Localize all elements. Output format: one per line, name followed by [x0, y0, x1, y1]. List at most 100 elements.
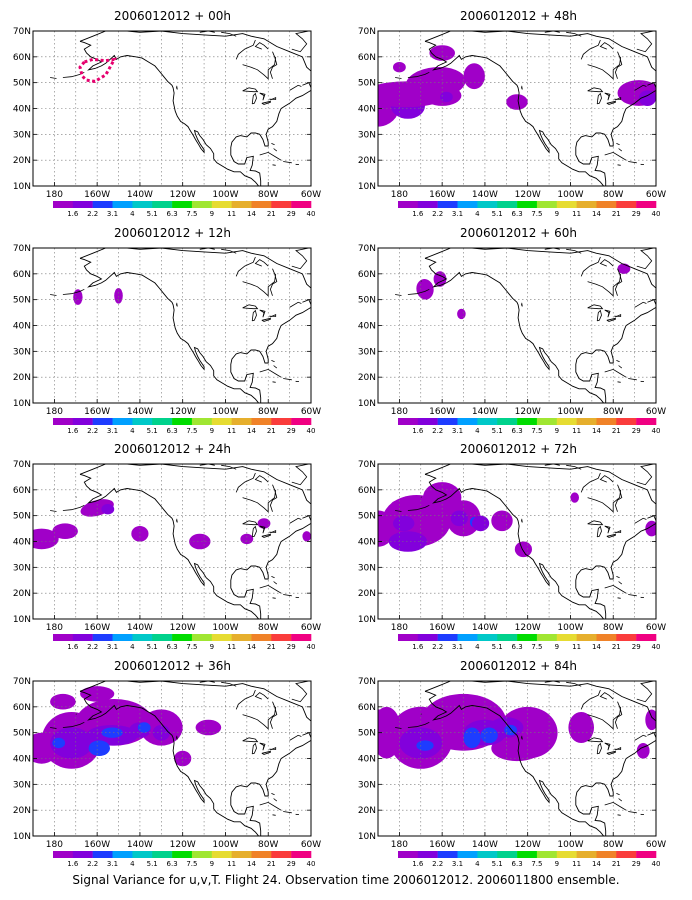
variance-contour	[463, 727, 481, 749]
lat-tick-label: 60N	[13, 486, 31, 496]
lat-tick-label: 50N	[358, 296, 376, 306]
colorbar-label: 6.3	[167, 210, 178, 218]
lake-outline	[520, 735, 523, 740]
lat-tick-label: 30N	[13, 563, 31, 573]
colorbar-label: 1.6	[67, 643, 79, 651]
colorbar-swatch	[291, 634, 312, 641]
coastline	[271, 793, 275, 796]
lat-tick-label: 30N	[13, 130, 31, 140]
colorbar-swatch	[172, 201, 193, 208]
colorbar-swatch	[271, 418, 292, 425]
coastline	[254, 42, 269, 50]
lake-outline	[259, 742, 266, 751]
colorbar-label: 3.1	[107, 210, 118, 218]
coastline	[580, 689, 601, 710]
lake-outline	[261, 100, 271, 105]
colorbar-label: 21	[612, 860, 621, 868]
map-plot: 70N 60N 50N 40N 30N 20N 10N 180 160W 140W 120W 100W…	[13, 460, 321, 651]
lon-tick-label: 120W	[515, 840, 541, 850]
lat-tick-label: 70N	[13, 460, 31, 470]
lon-tick-label: 120W	[170, 623, 196, 633]
colorbar-label: 7.5	[186, 210, 197, 218]
coastline	[566, 681, 582, 687]
coastline	[599, 42, 614, 50]
colorbar-swatch	[251, 201, 272, 208]
colorbar-swatch	[211, 418, 232, 425]
lat-tick-label: 10N	[358, 832, 376, 842]
colorbar-label: 3.1	[452, 643, 463, 651]
colorbar-label: 4	[475, 643, 480, 651]
lat-tick-label: 30N	[358, 563, 376, 573]
lake-outline	[251, 525, 257, 538]
coastline	[617, 164, 621, 166]
colorbar-label: 14	[592, 860, 601, 868]
coastline	[617, 381, 621, 383]
colorbar-swatch	[53, 201, 74, 208]
lat-tick-label: 10N	[13, 615, 31, 625]
lake-outline	[604, 92, 611, 101]
colorbar-swatch	[191, 851, 212, 858]
coastline	[636, 681, 654, 703]
lake-outline	[604, 309, 611, 318]
panel-24h: 2006012012 + 24h 70N 60N 50N 40N 30N 20N 10N 18…	[0, 441, 345, 655]
coastline	[79, 464, 311, 619]
colorbar-swatch	[72, 634, 93, 641]
coastline	[199, 248, 215, 250]
lon-tick-label: 140W	[127, 840, 153, 850]
colorbar-label: 6.3	[512, 427, 523, 435]
coastline	[291, 31, 309, 53]
lake-outline	[596, 92, 602, 105]
colorbar-label: 2.2	[87, 427, 98, 435]
colorbar-swatch	[211, 851, 232, 858]
plot-area	[33, 464, 311, 619]
lat-tick-label: 20N	[13, 589, 31, 599]
colorbar-swatch	[271, 634, 292, 641]
colorbar-label: 4	[475, 427, 480, 435]
colorbar-label: 1.6	[67, 210, 79, 218]
coastline	[634, 301, 647, 308]
lon-tick-label: 100W	[212, 840, 238, 850]
coastline	[317, 80, 323, 88]
coastline	[79, 257, 274, 403]
coastline	[79, 248, 311, 403]
colorbar-swatch	[211, 634, 232, 641]
colorbar-label: 1.6	[412, 860, 424, 868]
coastline	[636, 248, 654, 270]
colorbar-label: 21	[267, 210, 276, 218]
coastline	[395, 77, 402, 79]
coastline	[566, 31, 582, 37]
coastline	[587, 489, 622, 513]
variance-contour	[416, 740, 434, 751]
panel-title: 2006012012 + 72h	[460, 442, 577, 456]
panel-00h: 2006012012 + 00h 70N 60N 50N 40N 30N 20N 10N 18…	[0, 8, 345, 222]
lon-tick-label: 120W	[515, 407, 541, 417]
colorbar-swatch	[437, 851, 458, 858]
map: 70N 60N 50N 40N 30N 20N 10N 180 160W 140W 120W 100W…	[358, 677, 666, 868]
lake-outline	[604, 742, 611, 751]
colorbar-swatch	[92, 201, 113, 208]
lake-outline	[269, 746, 277, 751]
coastline	[283, 161, 292, 164]
colorbar-label: 14	[247, 860, 256, 868]
panel-title: 2006012012 + 36h	[114, 659, 231, 673]
colorbar-swatch	[616, 634, 637, 641]
lake-outline	[606, 317, 616, 322]
coastline	[235, 472, 256, 493]
colorbar-label: 2.2	[432, 860, 443, 868]
lake-outline	[175, 735, 178, 740]
lake-outline	[606, 750, 616, 755]
colorbar-swatch	[211, 201, 232, 208]
coastline	[634, 84, 647, 91]
variance-contour	[457, 308, 466, 320]
lon-tick-label: 60W	[646, 407, 666, 417]
coastline	[199, 681, 215, 683]
colorbar-swatch	[92, 851, 113, 858]
lon-tick-label: 160W	[429, 840, 455, 850]
colorbar-label: 9	[210, 643, 214, 651]
colorbar-label: 21	[612, 643, 621, 651]
coastline	[395, 294, 402, 296]
lon-tick-label: 160W	[429, 623, 455, 633]
variance-contour	[189, 533, 211, 550]
colorbar-swatch	[536, 634, 557, 641]
coastline	[587, 56, 622, 80]
